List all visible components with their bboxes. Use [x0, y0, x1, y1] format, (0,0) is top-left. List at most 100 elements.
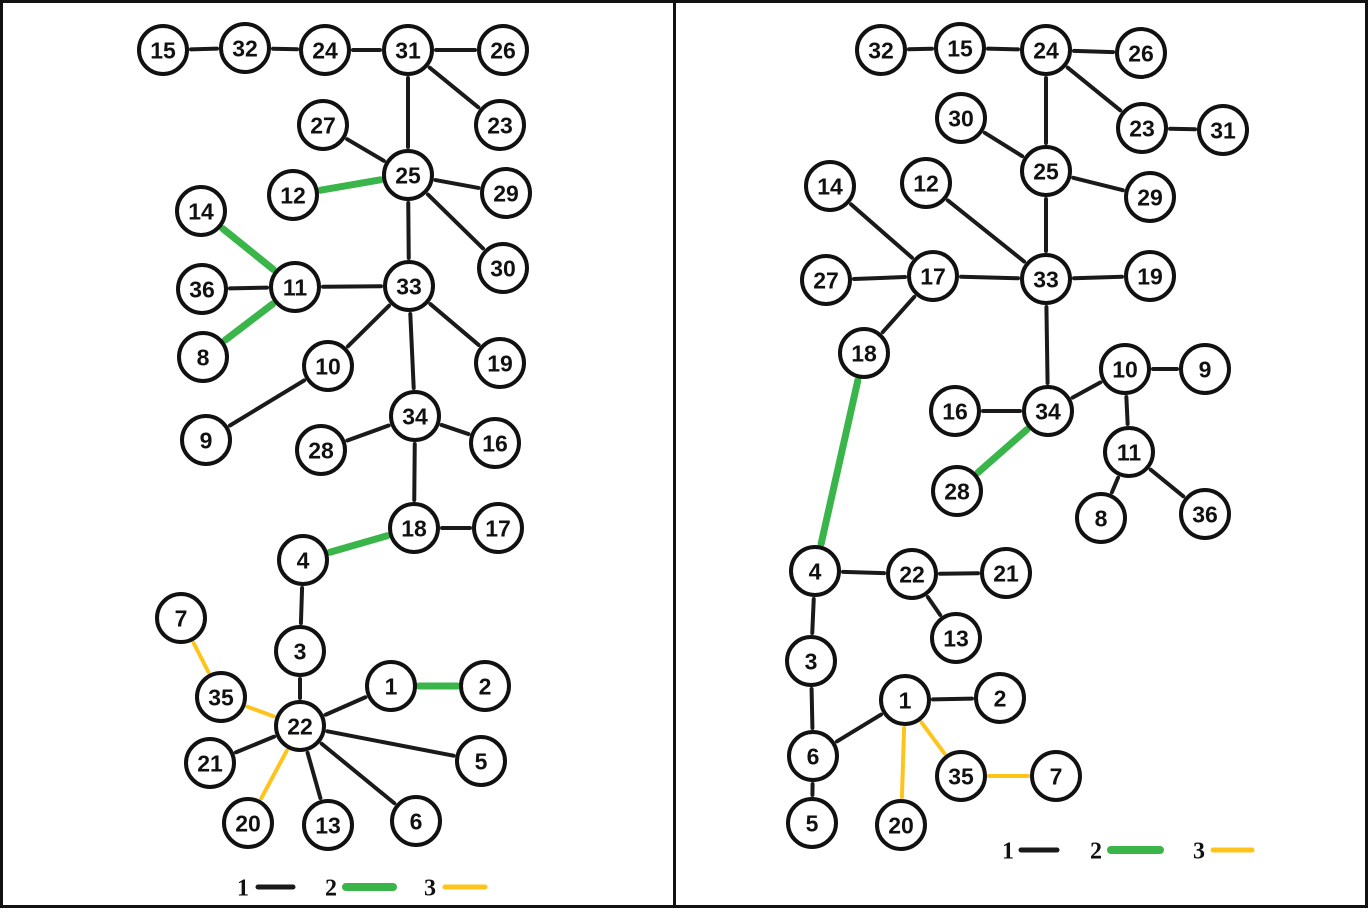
node-circle	[302, 799, 354, 851]
node-circle	[477, 24, 529, 76]
node-22: 22	[274, 700, 326, 752]
node-14: 14	[804, 160, 856, 212]
node-label: 28	[308, 437, 334, 463]
edge-22-13-w1	[925, 595, 943, 617]
node-circle	[930, 612, 982, 664]
node-label: 33	[1033, 266, 1059, 292]
node-circle	[459, 660, 511, 712]
node-7: 7	[155, 592, 207, 644]
node-label: 20	[235, 810, 261, 836]
legend-label-3: 3	[424, 876, 436, 902]
node-label: 16	[482, 430, 508, 456]
node-21: 21	[184, 737, 236, 789]
node-label: 6	[410, 808, 423, 834]
node-label: 5	[475, 748, 488, 774]
edge-22-1-w1	[323, 695, 368, 717]
edge-33-19-w1	[428, 302, 481, 347]
node-14: 14	[175, 185, 227, 237]
edge-17-18-w1	[880, 294, 917, 335]
node-3: 3	[785, 635, 837, 687]
node-27: 27	[800, 254, 852, 306]
node-circle	[455, 735, 507, 787]
node-label: 9	[200, 427, 213, 453]
node-label: 17	[920, 263, 946, 289]
node-12: 12	[267, 169, 319, 221]
node-1: 1	[879, 674, 931, 726]
node-circle	[1103, 426, 1155, 478]
node-label: 2	[994, 685, 1007, 711]
node-circle	[1179, 343, 1231, 395]
node-label: 10	[315, 353, 341, 379]
node-17: 17	[472, 502, 524, 554]
node-label: 34	[402, 403, 428, 429]
edge-22-21-w1	[233, 734, 277, 755]
node-circle	[295, 424, 347, 476]
node-label: 30	[948, 105, 974, 131]
node-circle	[155, 592, 207, 644]
node-circle	[785, 635, 837, 687]
node-circle	[855, 24, 907, 76]
edge-22-13-w1	[305, 750, 323, 801]
edge-1-2-w1	[930, 696, 975, 702]
node-label: 7	[175, 605, 188, 631]
node-16: 16	[469, 417, 521, 469]
node-16: 16	[929, 385, 981, 437]
node-circle	[274, 625, 326, 677]
node-label: 23	[487, 112, 513, 138]
node-circle	[875, 799, 927, 851]
node-circle	[390, 795, 442, 847]
edge-7-35-w3	[191, 640, 211, 675]
edge-11-33-w1	[320, 284, 384, 289]
edge-24-26-w1	[1071, 48, 1116, 55]
node-circle	[382, 149, 434, 201]
node-label: 35	[208, 684, 234, 710]
node-32: 32	[219, 22, 271, 74]
node-label: 4	[297, 547, 310, 573]
node-label: 18	[401, 515, 427, 541]
node-circle	[474, 337, 526, 389]
node-label: 18	[851, 340, 877, 366]
node-17: 17	[907, 250, 959, 302]
node-1: 1	[365, 660, 417, 712]
node-circle	[1022, 385, 1074, 437]
node-33: 33	[383, 260, 435, 312]
edge-6-1-w1	[834, 712, 884, 744]
node-36: 36	[1179, 488, 1231, 540]
node-label: 13	[943, 625, 969, 651]
node-4: 4	[789, 545, 841, 597]
edge-36-11-w1	[227, 285, 270, 291]
node-12: 12	[900, 157, 952, 209]
node-circle	[267, 169, 319, 221]
node-circle	[1124, 171, 1176, 223]
node-circle	[900, 157, 952, 209]
node-circle	[472, 502, 524, 554]
node-label: 31	[395, 37, 421, 63]
node-35: 35	[935, 750, 987, 802]
legend-label-1: 1	[237, 876, 249, 902]
node-circle	[184, 737, 236, 789]
node-circle	[477, 242, 529, 294]
node-circle	[274, 700, 326, 752]
node-circle	[1020, 253, 1072, 305]
node-32: 32	[855, 24, 907, 76]
node-label: 10	[1112, 356, 1138, 382]
edge-15-32-w1	[188, 46, 220, 52]
edge-4-22-w1	[840, 569, 887, 576]
edge-30-25-w1	[982, 130, 1025, 159]
node-31: 31	[382, 24, 434, 76]
edge-34-18-w1	[412, 441, 417, 503]
node-label: 35	[948, 763, 974, 789]
node-label: 29	[493, 180, 519, 206]
edge-35-22-w3	[245, 704, 276, 719]
node-label: 26	[1128, 40, 1154, 66]
node-5: 5	[786, 797, 838, 849]
edge-11-8-w1	[1109, 475, 1121, 495]
left-graph-legend: 1 2 3	[237, 876, 488, 902]
node-circle	[1030, 750, 1082, 802]
node-label: 25	[395, 162, 421, 188]
node-29: 29	[1124, 171, 1176, 223]
node-label: 7	[1050, 763, 1063, 789]
node-label: 21	[993, 560, 1019, 586]
edge-1-35-w3	[919, 720, 947, 756]
